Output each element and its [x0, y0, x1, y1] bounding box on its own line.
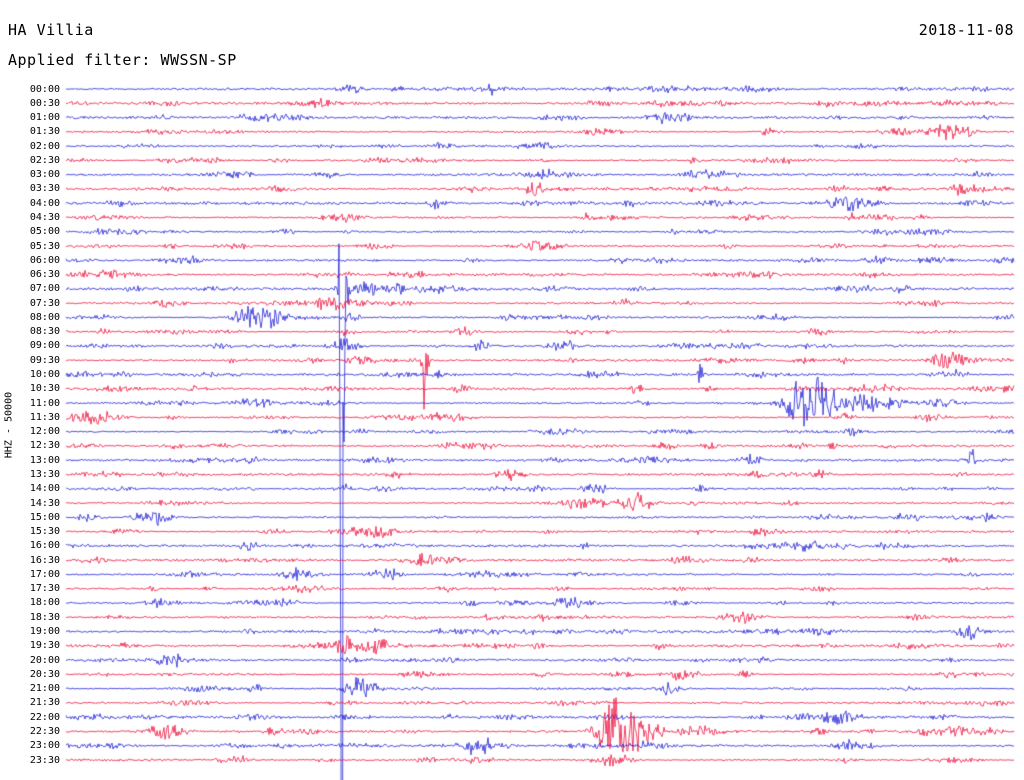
time-label: 18:30: [29, 611, 60, 623]
time-label: 16:30: [29, 554, 60, 566]
time-label: 13:30: [29, 468, 60, 480]
time-label: 07:00: [29, 283, 60, 295]
time-label: 11:30: [29, 411, 60, 423]
time-label: 19:00: [29, 626, 60, 637]
time-label: 18:00: [29, 597, 60, 609]
time-label: 12:00: [29, 426, 60, 438]
time-label: 12:30: [29, 440, 60, 452]
time-labels: 00:00 00:30 01:00 01:30 02:00 02:30 03:00 03:30…: [0, 0, 62, 780]
time-label: 03:30: [29, 183, 60, 195]
time-label: 06:00: [29, 254, 60, 266]
time-label: 16:00: [29, 540, 60, 552]
station-name: HA Villia: [8, 21, 94, 39]
time-label: 15:00: [29, 511, 60, 523]
time-label: 14:00: [29, 483, 60, 495]
time-label: 01:30: [29, 126, 60, 138]
time-label: 02:30: [29, 154, 60, 166]
time-label: 04:00: [29, 197, 60, 209]
time-label: 05:00: [29, 226, 60, 238]
time-label: 23:00: [29, 740, 60, 752]
time-label: 09:00: [29, 340, 60, 352]
time-label: 06:30: [29, 269, 60, 281]
time-label: 20:30: [29, 668, 60, 680]
time-label: 19:30: [29, 640, 60, 652]
time-label: 13:00: [29, 454, 60, 466]
time-label: 20:00: [29, 654, 60, 666]
time-label: 04:30: [29, 211, 60, 223]
time-label: 01:00: [29, 112, 60, 124]
time-label: 07:30: [29, 297, 60, 309]
time-label: 02:00: [29, 140, 60, 152]
applied-filter-label: Applied filter: WWSSN-SP: [8, 51, 237, 69]
time-label: 15:30: [29, 526, 60, 538]
time-label: 23:30: [29, 754, 60, 766]
time-label: 09:30: [29, 354, 60, 366]
time-label: 08:30: [29, 326, 60, 338]
time-label: 21:30: [29, 697, 60, 709]
time-label: 22:00: [29, 711, 60, 723]
time-label: 00:30: [29, 97, 60, 109]
time-label: 03:00: [29, 169, 60, 181]
time-label: 00:00: [29, 83, 60, 95]
time-label: 17:30: [29, 583, 60, 595]
time-label: 11:00: [29, 397, 60, 409]
time-label: 17:00: [29, 568, 60, 580]
time-label: 14:30: [29, 497, 60, 509]
time-label: 08:00: [29, 311, 60, 323]
time-label: 21:00: [29, 683, 60, 695]
time-label: 10:30: [29, 383, 60, 395]
record-date: 2018-11-08: [918, 21, 1014, 39]
time-label: 22:30: [29, 725, 60, 737]
time-label: 05:30: [29, 240, 60, 252]
time-label: 10:00: [29, 369, 60, 381]
